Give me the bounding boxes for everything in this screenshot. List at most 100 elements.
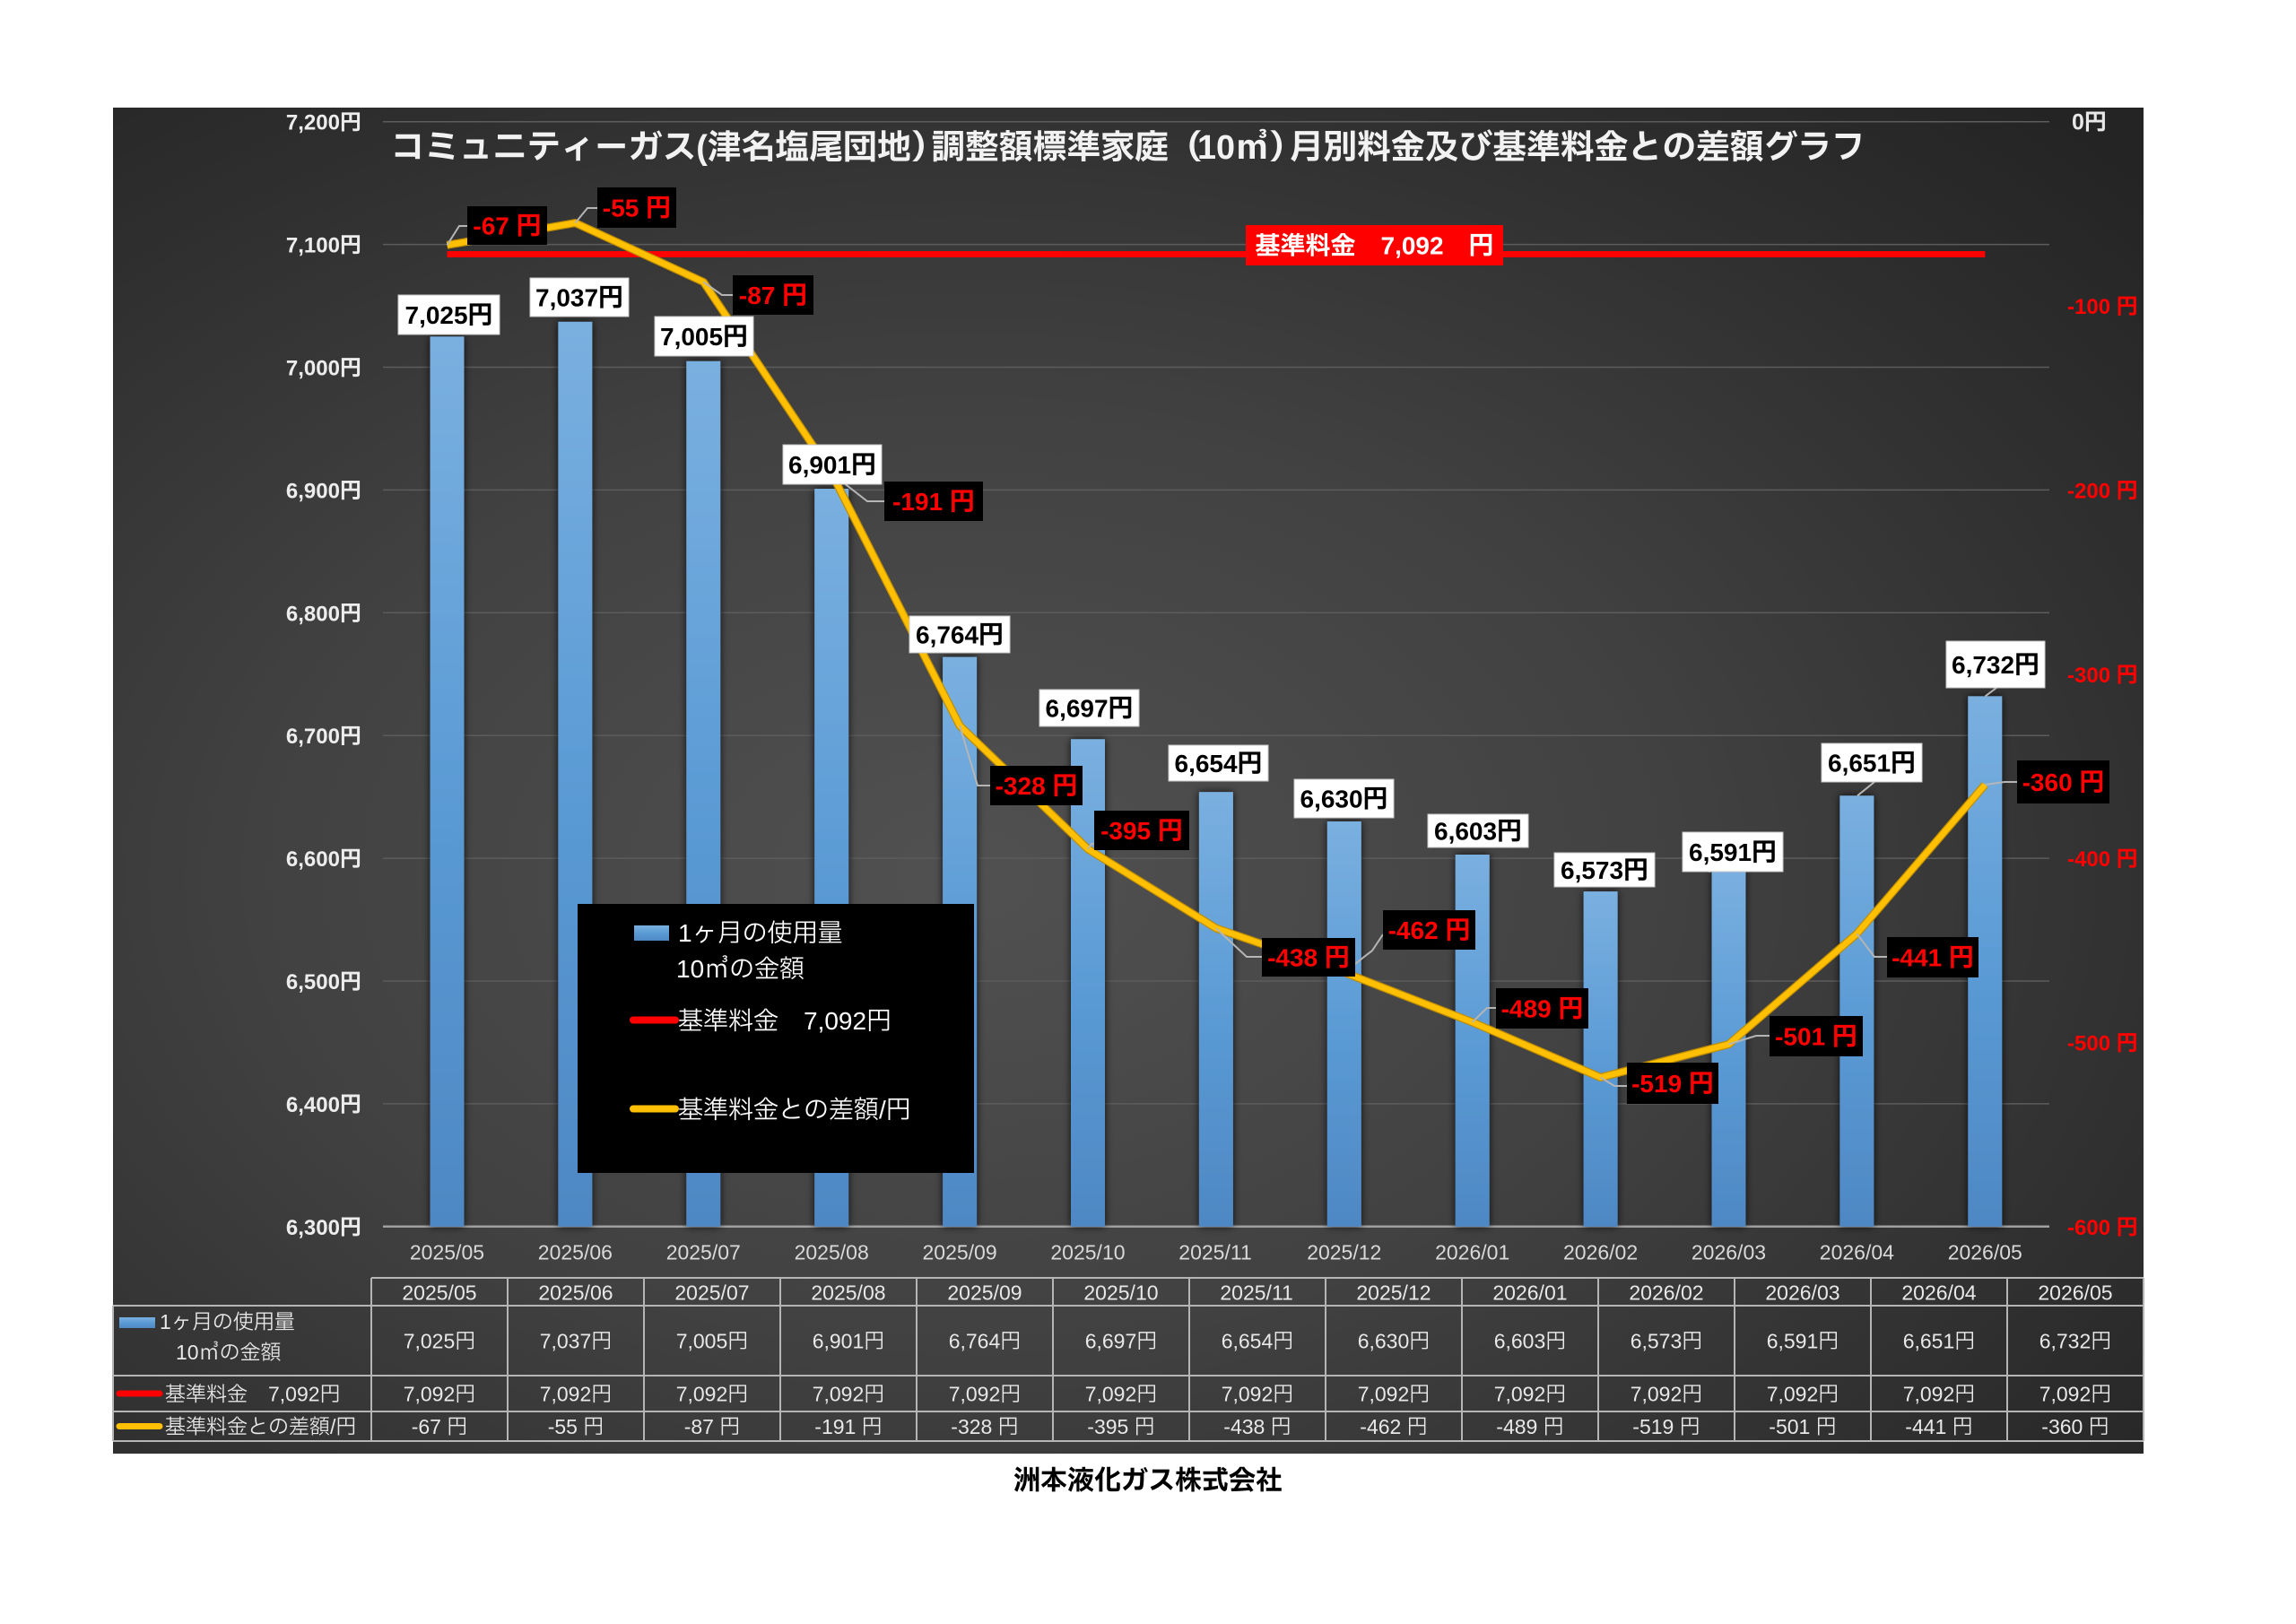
svg-text:2026/01: 2026/01 <box>1435 1240 1509 1264</box>
svg-text:7,092: 7,092 <box>540 1383 592 1406</box>
svg-text:-501: -501 <box>1775 1023 1825 1051</box>
svg-text:2025/09: 2025/09 <box>923 1240 997 1264</box>
svg-text:-462: -462 <box>1388 916 1439 944</box>
svg-text:-438: -438 <box>1223 1415 1265 1438</box>
svg-text:-67: -67 <box>473 213 509 240</box>
svg-text:6,697: 6,697 <box>1085 1329 1137 1352</box>
svg-text:-462: -462 <box>1360 1415 1401 1438</box>
svg-text:(: ( <box>696 129 708 167</box>
svg-text:7,092: 7,092 <box>1358 1383 1410 1406</box>
svg-text:6,900: 6,900 <box>286 479 340 503</box>
svg-text:7,092: 7,092 <box>676 1383 728 1406</box>
svg-text:2025/07: 2025/07 <box>674 1281 749 1305</box>
svg-text:-501: -501 <box>1769 1415 1810 1438</box>
svg-text:6,630: 6,630 <box>1358 1329 1410 1352</box>
svg-text:10: 10 <box>1197 129 1235 167</box>
svg-text:-67: -67 <box>412 1415 441 1438</box>
svg-text:6,573: 6,573 <box>1561 856 1623 884</box>
svg-text:7,037: 7,037 <box>540 1329 592 1352</box>
svg-text:2026/02: 2026/02 <box>1629 1281 1703 1305</box>
svg-text:6,591: 6,591 <box>1689 838 1752 866</box>
svg-text:2026/02: 2026/02 <box>1563 1240 1638 1264</box>
svg-text:2025/10: 2025/10 <box>1083 1281 1158 1305</box>
svg-text:-519: -519 <box>1631 1070 1682 1098</box>
svg-text:2026/04: 2026/04 <box>1820 1240 1894 1264</box>
svg-text:2026/03: 2026/03 <box>1765 1281 1839 1305</box>
svg-text:6,700: 6,700 <box>286 725 340 749</box>
svg-text:-55: -55 <box>603 195 639 222</box>
svg-text:7,092: 7,092 <box>1381 232 1444 260</box>
svg-text:-519: -519 <box>1632 1415 1674 1438</box>
svg-text:-55: -55 <box>548 1415 578 1438</box>
svg-text:7,092: 7,092 <box>804 1007 866 1035</box>
svg-text:1: 1 <box>160 1310 171 1333</box>
svg-text:6,573: 6,573 <box>1631 1329 1683 1352</box>
svg-text:7,092: 7,092 <box>2039 1383 2092 1406</box>
svg-text:7,200: 7,200 <box>286 111 340 135</box>
svg-text:7,092: 7,092 <box>813 1383 865 1406</box>
svg-text:6,901: 6,901 <box>788 451 851 479</box>
svg-text:2025/06: 2025/06 <box>538 1281 613 1305</box>
svg-text:2025/11: 2025/11 <box>1220 1281 1292 1305</box>
svg-text:-360: -360 <box>2041 1415 2083 1438</box>
svg-text:-328: -328 <box>996 772 1046 800</box>
svg-text:0: 0 <box>2072 110 2084 135</box>
svg-text:6,591: 6,591 <box>1767 1329 1819 1352</box>
svg-text:7,092: 7,092 <box>1767 1383 1819 1406</box>
svg-text:-489: -489 <box>1496 1415 1537 1438</box>
svg-text:2025/09: 2025/09 <box>947 1281 1022 1305</box>
svg-text:1: 1 <box>678 919 692 947</box>
svg-text:-600: -600 <box>2067 1216 2110 1240</box>
svg-text:7,025: 7,025 <box>405 301 468 329</box>
svg-text:10: 10 <box>676 955 704 983</box>
svg-text:7,092: 7,092 <box>268 1383 320 1406</box>
svg-text:7,092: 7,092 <box>1085 1383 1137 1406</box>
svg-text:6,697: 6,697 <box>1046 695 1109 723</box>
svg-text:2025/12: 2025/12 <box>1356 1281 1431 1305</box>
svg-text:7,092: 7,092 <box>404 1383 456 1406</box>
svg-text:2025/07: 2025/07 <box>666 1240 741 1264</box>
svg-text:-200: -200 <box>2067 479 2110 503</box>
svg-text:7,000: 7,000 <box>286 357 340 381</box>
svg-text:7,092: 7,092 <box>949 1383 1001 1406</box>
svg-text:6,732: 6,732 <box>1952 651 2014 679</box>
svg-text:/: / <box>330 1415 336 1438</box>
svg-text:2025/10: 2025/10 <box>1050 1240 1125 1264</box>
svg-text:-191: -191 <box>814 1415 856 1438</box>
svg-text:2025/08: 2025/08 <box>795 1240 869 1264</box>
svg-text:6,732: 6,732 <box>2039 1329 2092 1352</box>
svg-text:6,800: 6,800 <box>286 602 340 626</box>
svg-text:2026/04: 2026/04 <box>1901 1281 1976 1305</box>
svg-text:7,100: 7,100 <box>286 234 340 258</box>
svg-text:2026/05: 2026/05 <box>1948 1240 2022 1264</box>
svg-text:7,092: 7,092 <box>1222 1383 1274 1406</box>
svg-text:-395: -395 <box>1100 817 1151 845</box>
svg-text:7,005: 7,005 <box>676 1329 728 1352</box>
svg-text:6,300: 6,300 <box>286 1216 340 1240</box>
svg-text:6,654: 6,654 <box>1175 750 1238 777</box>
svg-text:6,603: 6,603 <box>1434 818 1497 846</box>
svg-text:6,651: 6,651 <box>1903 1329 1955 1352</box>
svg-text:2026/05: 2026/05 <box>2038 1281 2112 1305</box>
svg-text:-87: -87 <box>739 282 775 309</box>
svg-text:7,092: 7,092 <box>1903 1383 1955 1406</box>
svg-text:6,764: 6,764 <box>949 1329 1001 1352</box>
svg-text:6,764: 6,764 <box>916 621 978 649</box>
svg-text:-441: -441 <box>1892 944 1942 972</box>
svg-text:-100: -100 <box>2067 295 2110 319</box>
svg-text:7,005: 7,005 <box>660 323 723 351</box>
svg-text:6,603: 6,603 <box>1494 1329 1546 1352</box>
svg-text:-500: -500 <box>2067 1032 2110 1056</box>
svg-text:2025/06: 2025/06 <box>538 1240 613 1264</box>
svg-text:2025/11: 2025/11 <box>1178 1240 1251 1264</box>
svg-text:7,025: 7,025 <box>404 1329 456 1352</box>
svg-text:7,092: 7,092 <box>1494 1383 1546 1406</box>
svg-text:7,037: 7,037 <box>535 284 598 312</box>
svg-text:-395: -395 <box>1087 1415 1128 1438</box>
svg-text:/: / <box>879 1096 886 1124</box>
svg-text:7,092: 7,092 <box>1631 1383 1683 1406</box>
svg-text:-191: -191 <box>892 488 943 516</box>
svg-text:-489: -489 <box>1501 995 1552 1023</box>
svg-text:-328: -328 <box>951 1415 992 1438</box>
svg-text:10: 10 <box>176 1341 199 1364</box>
